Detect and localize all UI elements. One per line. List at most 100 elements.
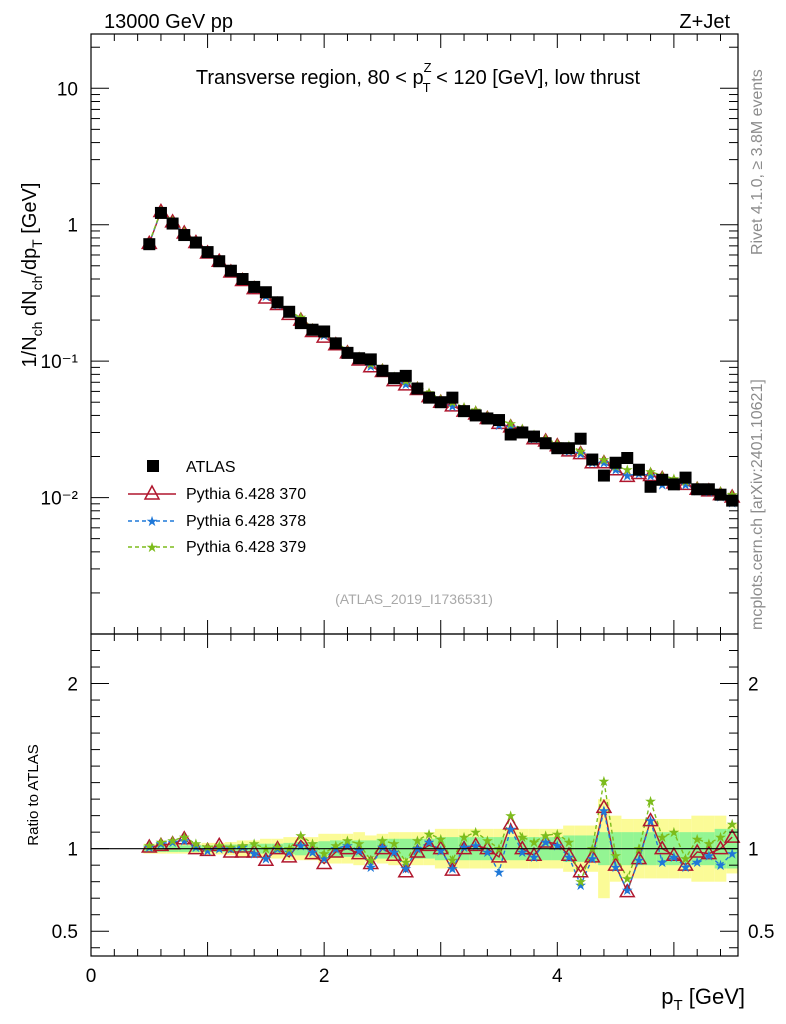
ratio-point-370	[502, 815, 519, 830]
ratio-point-378: ★	[260, 851, 273, 867]
ratio-y-tick-label: 2	[67, 675, 78, 696]
legend-label-atlas: ATLAS	[186, 459, 236, 476]
main-point-atlas	[656, 473, 669, 486]
main-point-379: ★	[644, 464, 657, 480]
main-point-378: ★	[621, 468, 634, 484]
analysis-id-label: (ATLAS_2019_I1736531)	[335, 591, 493, 607]
ratio-point-370	[152, 836, 170, 852]
ratio-point-370	[630, 850, 648, 865]
mcplots-label: mcplots.cern.ch [arXiv:2401.10621]	[749, 379, 766, 630]
ratio-point-379: ★	[143, 837, 156, 853]
main-point-atlas	[294, 317, 307, 330]
ratio-point-370	[479, 840, 496, 855]
main-point-atlas	[154, 206, 167, 219]
main-point-atlas	[667, 478, 680, 491]
ratio-point-378: ★	[609, 859, 622, 875]
ratio-point-370	[280, 848, 298, 863]
main-y-axis-label: 1/Nch dNch/dpT [GeV]	[19, 183, 45, 368]
ratio-point-370	[653, 840, 671, 855]
ratio-point-378: ★	[574, 877, 587, 893]
main-point-atlas	[376, 364, 389, 377]
legend-marker-atlas	[147, 460, 159, 472]
ratio-point-378: ★	[248, 846, 261, 862]
ratio-point-378: ★	[504, 821, 517, 837]
ratio-point-379: ★	[330, 837, 343, 853]
main-point-370	[595, 454, 613, 469]
ratio-point-378: ★	[644, 813, 657, 829]
ratio-point-379: ★	[306, 836, 319, 852]
main-point-atlas	[318, 325, 331, 338]
ratio-point-370	[374, 840, 391, 855]
ratio-point-379: ★	[271, 839, 284, 855]
ratio-point-378: ★	[551, 837, 564, 853]
ratio-point-378: ★	[295, 837, 308, 853]
main-point-370	[444, 397, 461, 412]
y-tick-label: 10⁻²	[41, 489, 79, 510]
ratio-point-378: ★	[633, 852, 646, 868]
y-tick-label: 10	[57, 79, 78, 100]
main-point-atlas	[178, 229, 191, 242]
main-point-370	[362, 358, 380, 373]
ratio-point-370	[677, 856, 694, 871]
main-point-atlas	[469, 409, 482, 422]
ratio-point-378: ★	[539, 834, 552, 850]
ratio-point-379: ★	[598, 773, 611, 789]
ratio-point-370	[537, 833, 554, 848]
main-point-atlas	[306, 323, 319, 336]
ratio-point-378: ★	[399, 860, 412, 876]
main-point-378: ★	[574, 446, 587, 462]
main-point-atlas	[423, 391, 436, 404]
main-point-atlas	[493, 414, 506, 427]
main-point-atlas	[516, 426, 529, 439]
main-point-370	[618, 467, 636, 483]
x-tick-label: 4	[552, 966, 563, 987]
main-line-p379	[148, 209, 733, 496]
ratio-point-370	[583, 848, 601, 863]
ratio-point-378: ★	[236, 839, 249, 855]
ratio-point-370	[257, 851, 275, 866]
ratio-point-370	[665, 846, 683, 862]
y-tick-label: 1	[67, 216, 78, 237]
ratio-point-379: ★	[644, 793, 657, 809]
ratio-point-370	[514, 840, 531, 855]
ratio-point-379: ★	[434, 831, 447, 847]
main-point-370	[572, 445, 589, 460]
ratio-point-378: ★	[341, 837, 354, 853]
ratio-point-378: ★	[388, 844, 401, 860]
ratio-point-378: ★	[306, 844, 319, 860]
main-point-atlas	[399, 369, 412, 382]
ratio-point-379: ★	[201, 839, 214, 855]
ratio-point-379: ★	[481, 832, 494, 848]
main-point-atlas	[213, 255, 226, 268]
ratio-point-379: ★	[528, 834, 541, 850]
ratio-point-379: ★	[365, 852, 378, 868]
main-point-atlas	[388, 372, 401, 385]
ratio-point-378: ★	[283, 844, 296, 860]
ratio-point-379: ★	[726, 816, 739, 832]
ratio-point-378: ★	[143, 839, 156, 855]
main-point-378: ★	[644, 468, 657, 484]
legend-marker-379: ★	[146, 539, 159, 555]
ratio-y-tick-label: 1	[67, 840, 78, 861]
main-point-atlas	[504, 428, 517, 441]
chart-title: Transverse region, 80 < pZ T < 120 [GeV],…	[196, 60, 641, 95]
ratio-panel-frame	[90, 633, 739, 957]
header-left-label: 13000 GeV pp	[104, 11, 233, 33]
ratio-point-370	[595, 798, 613, 814]
main-point-atlas	[539, 437, 552, 450]
ratio-point-370	[362, 855, 380, 870]
ratio-point-379: ★	[411, 832, 424, 848]
main-point-atlas	[434, 396, 447, 409]
ratio-point-378: ★	[458, 839, 471, 855]
main-point-atlas	[248, 280, 261, 293]
ratio-point-378: ★	[353, 842, 366, 858]
ratio-point-379: ★	[563, 834, 576, 850]
main-point-atlas	[259, 286, 272, 299]
ratio-point-370	[187, 840, 205, 855]
ratio-point-378: ★	[155, 836, 168, 852]
ratio-point-378: ★	[516, 844, 529, 860]
ratio-point-378: ★	[318, 851, 331, 867]
ratio-point-370	[490, 848, 508, 863]
ratio-point-370	[432, 840, 450, 855]
main-point-379: ★	[598, 452, 611, 468]
